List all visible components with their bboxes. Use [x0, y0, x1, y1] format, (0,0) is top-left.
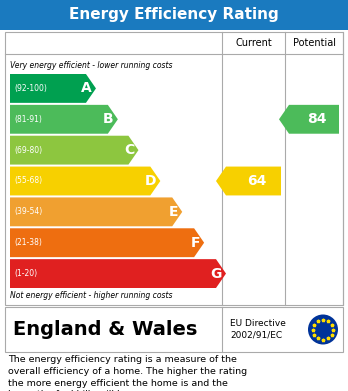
Text: (55-68): (55-68) [14, 176, 42, 185]
Polygon shape [10, 197, 182, 226]
Text: Energy Efficiency Rating: Energy Efficiency Rating [69, 7, 279, 23]
Text: Potential: Potential [293, 38, 335, 48]
Text: (21-38): (21-38) [14, 238, 42, 247]
Polygon shape [279, 105, 339, 134]
Text: England & Wales: England & Wales [13, 320, 197, 339]
Text: (39-54): (39-54) [14, 207, 42, 216]
Polygon shape [10, 259, 226, 288]
Text: C: C [124, 143, 134, 157]
Text: (81-91): (81-91) [14, 115, 42, 124]
Text: 84: 84 [307, 112, 327, 126]
Polygon shape [10, 228, 204, 257]
Text: (92-100): (92-100) [14, 84, 47, 93]
Text: (69-80): (69-80) [14, 145, 42, 155]
Polygon shape [10, 167, 160, 196]
Text: The energy efficiency rating is a measure of the
overall efficiency of a home. T: The energy efficiency rating is a measur… [8, 355, 247, 391]
Polygon shape [10, 136, 139, 165]
Polygon shape [216, 167, 281, 196]
Text: EU Directive: EU Directive [230, 319, 286, 328]
Text: Not energy efficient - higher running costs: Not energy efficient - higher running co… [10, 291, 173, 300]
Text: E: E [169, 205, 178, 219]
Bar [5, 307, 343, 352]
Bar [0, 0, 348, 30]
Polygon shape [10, 105, 118, 134]
Text: (1-20): (1-20) [14, 269, 37, 278]
Text: A: A [81, 81, 92, 95]
Text: Very energy efficient - lower running costs: Very energy efficient - lower running co… [10, 61, 173, 70]
Text: 2002/91/EC: 2002/91/EC [230, 331, 282, 340]
Text: G: G [211, 267, 222, 281]
Text: F: F [191, 236, 200, 250]
Bar [5, 32, 343, 305]
Circle shape [308, 314, 338, 344]
Polygon shape [10, 74, 96, 103]
Text: Current: Current [235, 38, 272, 48]
Text: B: B [103, 112, 114, 126]
Text: D: D [145, 174, 156, 188]
Text: 64: 64 [247, 174, 266, 188]
